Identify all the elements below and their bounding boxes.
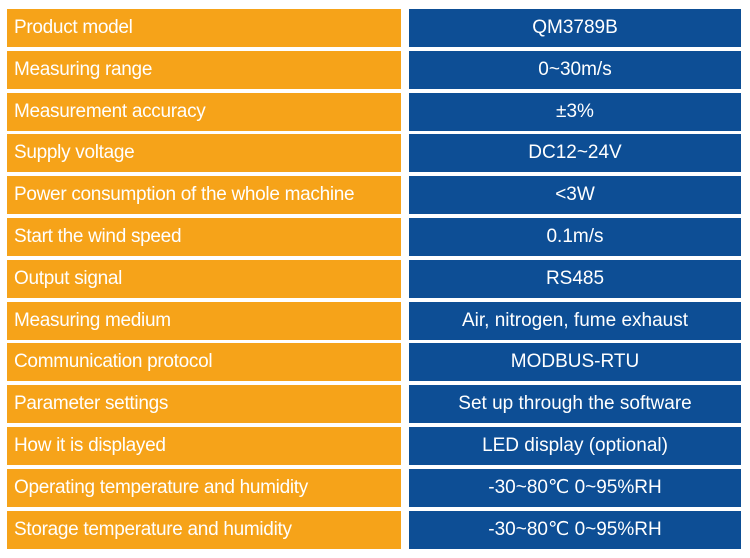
spec-label: Communication protocol <box>7 343 401 382</box>
spec-row-supply-voltage: Supply voltage DC12~24V <box>7 134 750 173</box>
spec-row-storage-temperature: Storage temperature and humidity -30~80℃… <box>7 510 750 549</box>
spec-row-display-mode: How it is displayed LED display (optiona… <box>7 426 750 465</box>
spec-value: <3W <box>409 176 741 215</box>
spec-row-communication-protocol: Communication protocol MODBUS-RTU <box>7 343 750 382</box>
spec-label: How it is displayed <box>7 426 401 465</box>
spec-value: RS485 <box>409 259 741 298</box>
spec-label: Measuring range <box>7 50 401 89</box>
spec-label: Power consumption of the whole machine <box>7 176 401 215</box>
spec-row-parameter-settings: Parameter settings Set up through the so… <box>7 385 750 424</box>
spec-value: MODBUS-RTU <box>409 343 741 382</box>
spec-row-product-model: Product model QM3789B <box>7 9 750 47</box>
spec-row-start-wind-speed: Start the wind speed 0.1m/s <box>7 217 750 256</box>
spec-label: Measuring medium <box>7 301 401 340</box>
spec-label: Start the wind speed <box>7 217 401 256</box>
spec-label: Operating temperature and humidity <box>7 468 401 507</box>
spec-value: 0~30m/s <box>409 50 741 89</box>
spec-value: -30~80℃ 0~95%RH <box>409 510 741 549</box>
spec-value: LED display (optional) <box>409 426 741 465</box>
spec-value: Air, nitrogen, fume exhaust <box>409 301 741 340</box>
spec-row-measurement-accuracy: Measurement accuracy ±3% <box>7 92 750 131</box>
spec-value: Set up through the software <box>409 385 741 424</box>
spec-value: 0.1m/s <box>409 217 741 256</box>
spec-value: QM3789B <box>409 9 741 47</box>
spec-value: DC12~24V <box>409 134 741 173</box>
spec-label: Supply voltage <box>7 134 401 173</box>
spec-value: ±3% <box>409 92 741 131</box>
spec-row-measuring-medium: Measuring medium Air, nitrogen, fume exh… <box>7 301 750 340</box>
spec-row-power-consumption: Power consumption of the whole machine <… <box>7 176 750 215</box>
spec-label: Parameter settings <box>7 385 401 424</box>
spec-row-operating-temperature: Operating temperature and humidity -30~8… <box>7 468 750 507</box>
spec-label: Storage temperature and humidity <box>7 510 401 549</box>
spec-row-measuring-range: Measuring range 0~30m/s <box>7 50 750 89</box>
spec-label: Product model <box>7 9 401 47</box>
spec-label: Output signal <box>7 259 401 298</box>
spec-value: -30~80℃ 0~95%RH <box>409 468 741 507</box>
spec-row-output-signal: Output signal RS485 <box>7 259 750 298</box>
spec-label: Measurement accuracy <box>7 92 401 131</box>
